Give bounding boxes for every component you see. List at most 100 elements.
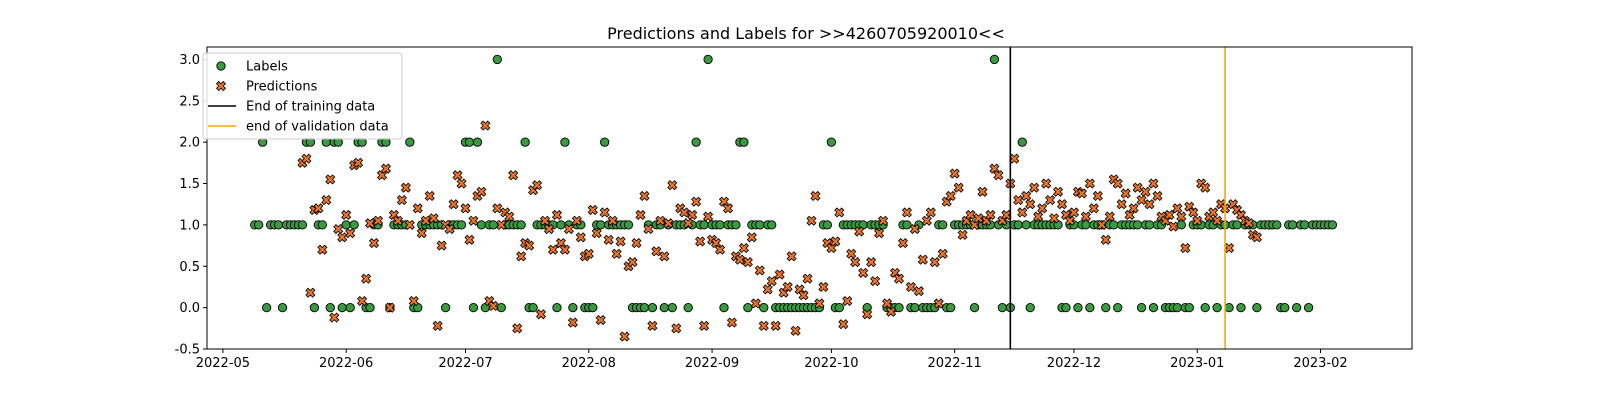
legend-entry-label: End of training data — [246, 100, 375, 115]
label-point — [345, 302, 355, 313]
prediction-point — [1120, 188, 1131, 199]
y-tick-label: 3.0 — [179, 53, 200, 68]
prediction-point — [408, 295, 419, 307]
label-point — [568, 302, 578, 313]
prediction-point — [742, 257, 753, 268]
label-point — [1327, 220, 1338, 230]
prediction-point — [917, 254, 928, 265]
prediction-point — [337, 232, 348, 243]
prediction-point — [766, 276, 777, 287]
prediction-point — [321, 195, 332, 206]
prediction-point — [1104, 211, 1115, 222]
label-point — [1081, 220, 1091, 230]
prediction-point — [901, 207, 912, 218]
prediction-point — [1096, 219, 1107, 230]
prediction-point — [559, 244, 570, 255]
prediction-point — [925, 207, 936, 218]
label-point — [472, 137, 483, 147]
label-point — [691, 137, 701, 147]
label-point — [588, 302, 598, 313]
label-point — [1101, 302, 1111, 313]
prediction-point — [416, 228, 427, 239]
prediction-point — [1140, 186, 1151, 197]
prediction-point — [1112, 178, 1123, 189]
legend-entry-label: end of validation data — [246, 120, 389, 135]
prediction-point — [726, 317, 738, 328]
prediction-point — [317, 244, 328, 255]
prediction-point — [1188, 207, 1199, 218]
legend-labels-marker — [216, 61, 226, 71]
prediction-point — [655, 215, 666, 226]
prediction-point — [913, 286, 924, 297]
prediction-point — [1223, 242, 1235, 254]
prediction-point — [424, 190, 435, 201]
prediction-point — [611, 248, 622, 259]
prediction-point — [464, 234, 475, 245]
label-point — [488, 220, 498, 230]
label-point — [997, 302, 1008, 313]
label-point — [456, 220, 467, 230]
label-point — [1288, 220, 1298, 230]
label-point — [1272, 220, 1282, 230]
x-tick-label: 2022-09 — [685, 356, 739, 371]
prediction-point — [687, 209, 698, 221]
x-tick-label: 2022-06 — [319, 356, 373, 371]
prediction-point — [1136, 195, 1147, 206]
label-point — [309, 302, 320, 313]
prediction-point — [615, 236, 626, 247]
prediction-point — [929, 257, 940, 268]
label-point — [647, 302, 658, 313]
prediction-point — [714, 244, 726, 255]
x-tick-label: 2022-07 — [438, 356, 492, 371]
label-point — [1252, 302, 1262, 313]
prediction-point — [667, 180, 678, 191]
y-tick-label: 0.0 — [179, 301, 200, 316]
prediction-point — [1180, 242, 1191, 254]
prediction-point — [691, 196, 702, 207]
prediction-point — [627, 257, 638, 268]
prediction-point — [1017, 207, 1028, 218]
prediction-point — [325, 174, 336, 185]
prediction-point — [1021, 190, 1032, 201]
prediction-point — [1049, 213, 1060, 224]
label-point — [262, 302, 272, 313]
label-point — [699, 220, 709, 230]
prediction-point — [456, 178, 467, 189]
prediction-point — [368, 238, 380, 249]
prediction-point — [683, 218, 694, 229]
prediction-point — [1243, 218, 1255, 229]
prediction-point — [488, 300, 499, 312]
label-point — [468, 302, 479, 313]
prediction-point — [695, 236, 706, 247]
prediction-point — [639, 190, 650, 201]
plot-area — [250, 47, 1338, 349]
label-point — [755, 220, 765, 230]
prediction-point — [476, 186, 487, 197]
label-point — [1061, 302, 1071, 313]
label-point — [464, 137, 475, 147]
prediction-point — [878, 215, 889, 226]
prediction-point — [524, 240, 535, 251]
prediction-point — [937, 248, 948, 259]
prediction-point — [583, 248, 594, 259]
label-point — [552, 302, 562, 313]
prediction-point — [599, 207, 610, 218]
prediction-point — [790, 325, 801, 336]
prediction-point — [985, 209, 996, 221]
prediction-point — [353, 157, 364, 168]
prediction-point — [595, 314, 606, 326]
label-point — [341, 220, 351, 230]
prediction-point — [933, 298, 944, 309]
label-point — [1109, 220, 1119, 230]
prediction-point — [905, 281, 916, 293]
label-point — [516, 220, 526, 230]
prediction-point — [846, 248, 857, 259]
prediction-point — [404, 219, 415, 230]
plot-frame — [206, 46, 1413, 350]
prediction-point — [850, 257, 861, 268]
x-tick-label: 2022-05 — [196, 356, 250, 371]
legend: Labels Predictions End of training data end… — [202, 52, 403, 140]
y-tick-label: 1.5 — [179, 177, 200, 192]
prediction-point — [563, 223, 574, 235]
y-tick-label: 1.0 — [179, 218, 200, 233]
